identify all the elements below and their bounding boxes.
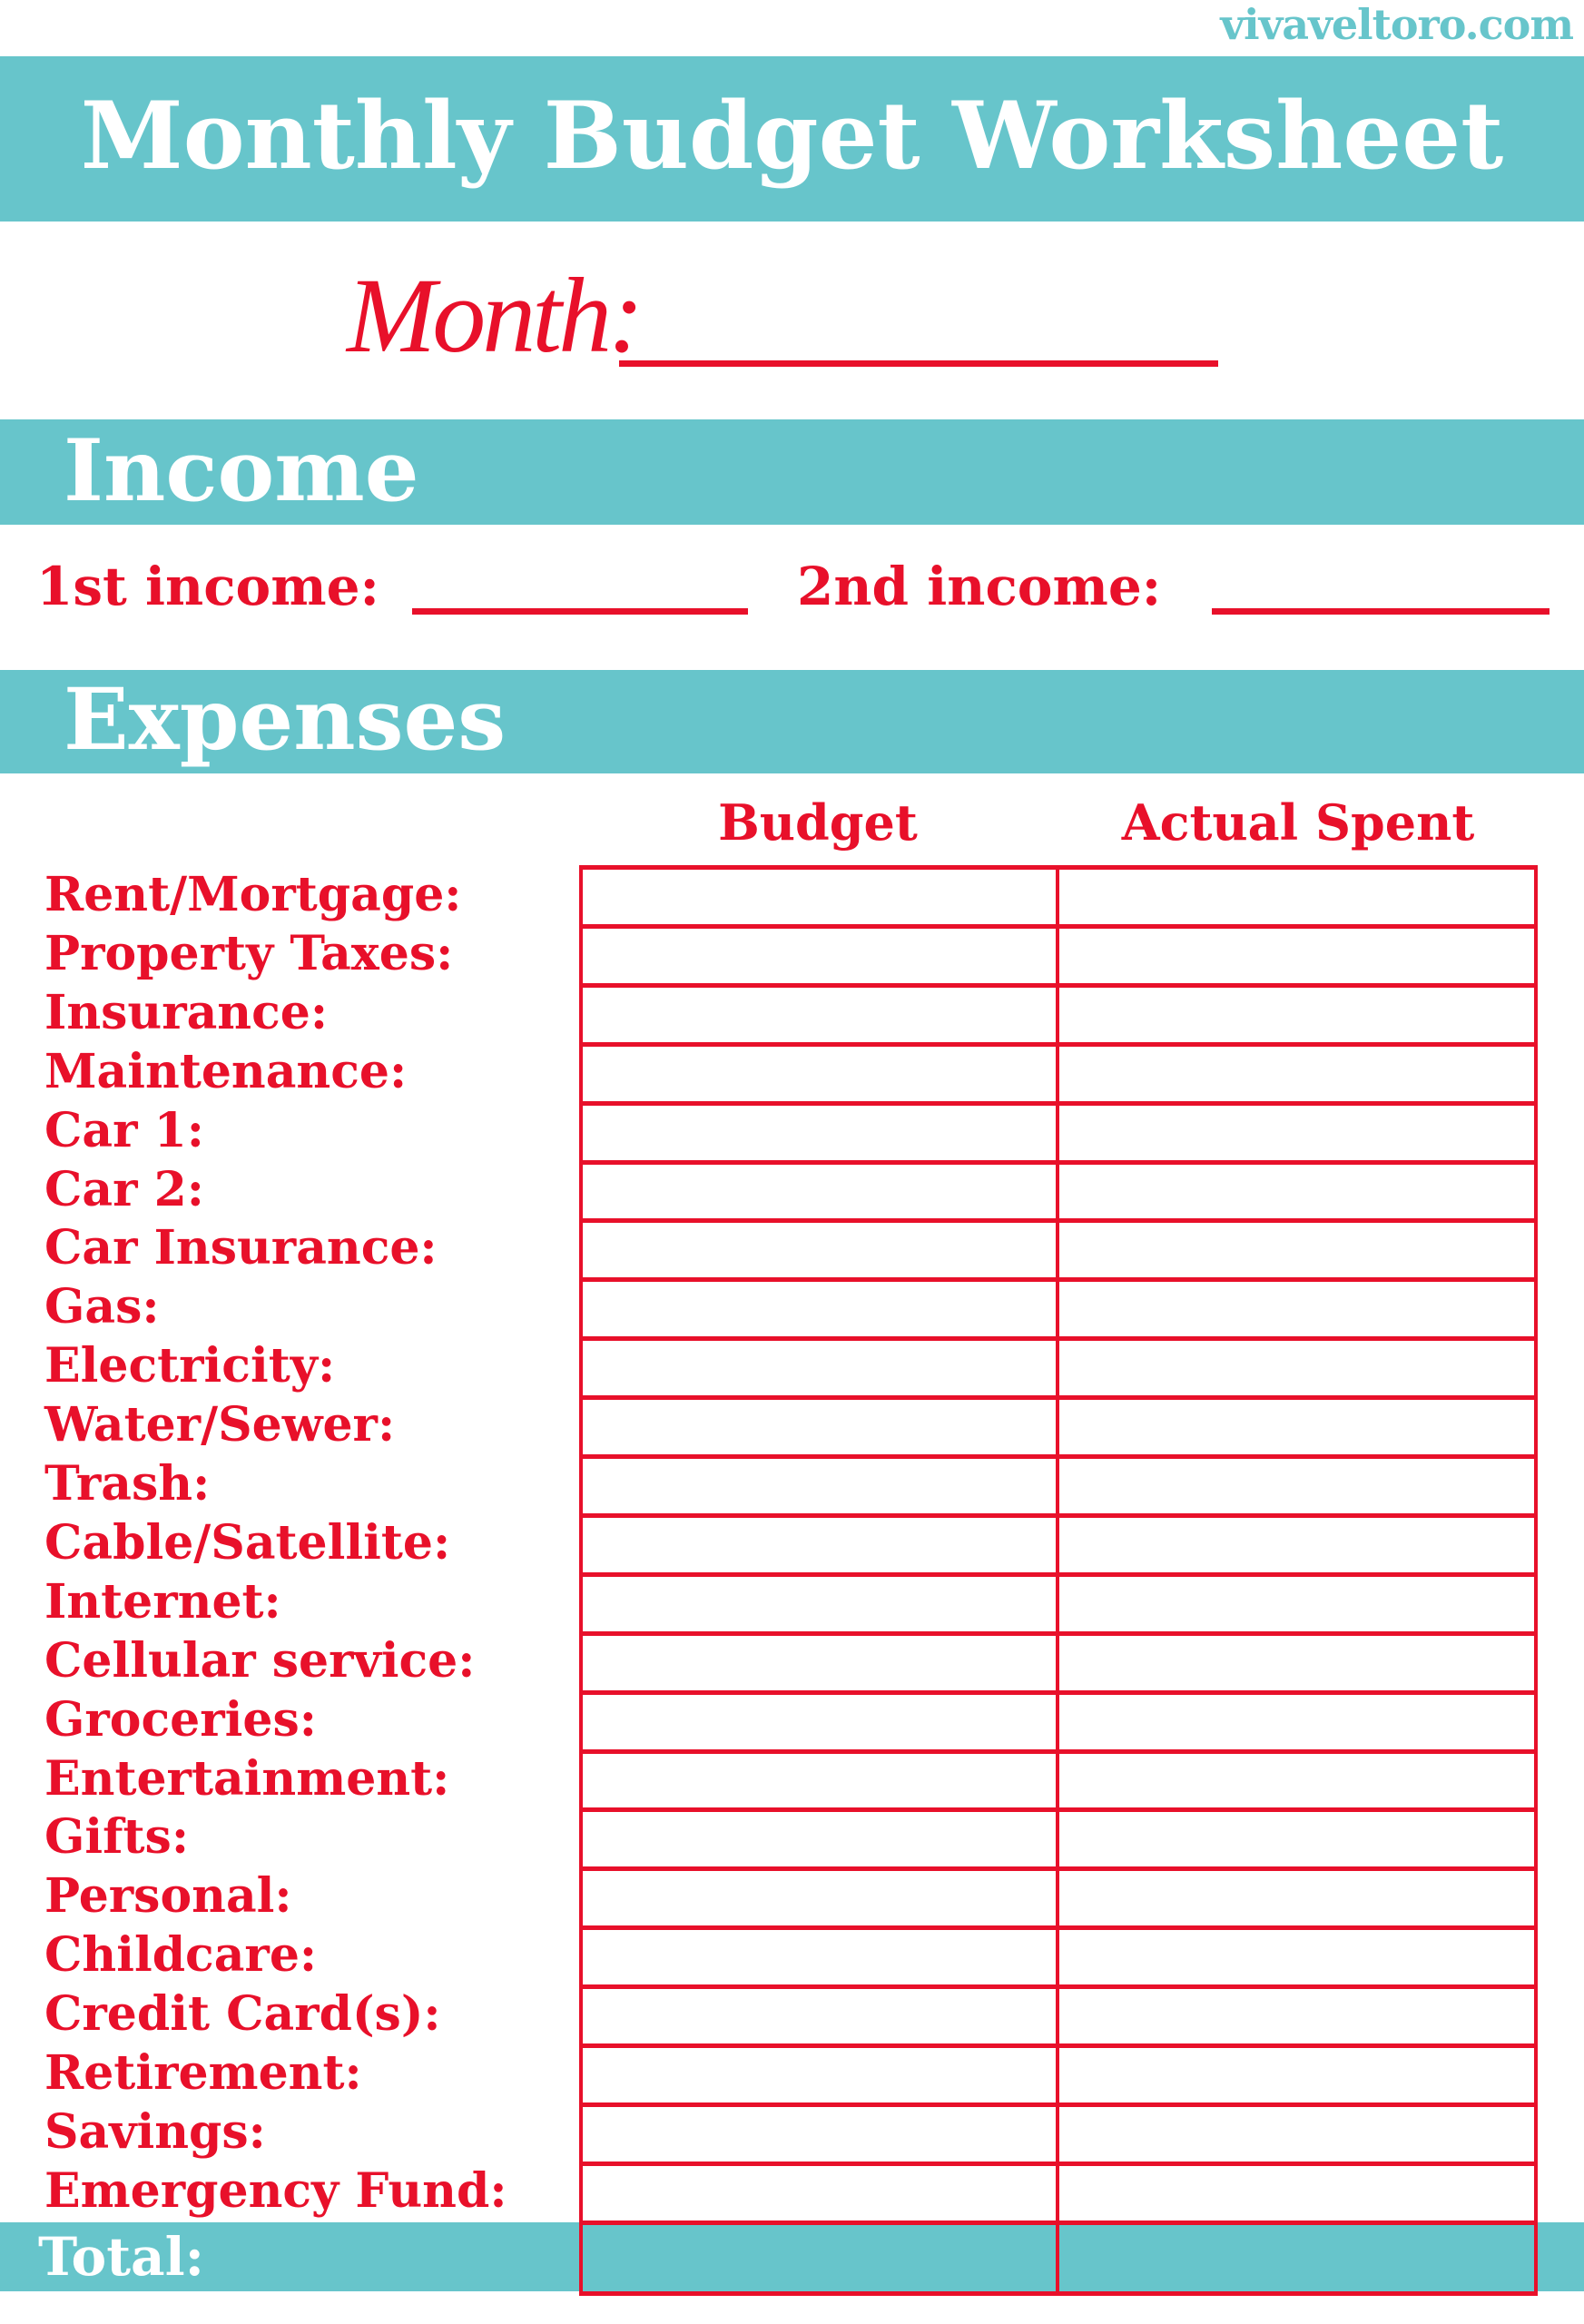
expense-budget-cell[interactable]	[583, 2048, 1058, 2103]
second-income-label: 2nd income:	[797, 556, 1162, 617]
income-heading: Income	[64, 421, 419, 521]
expenses-heading: Expenses	[64, 670, 507, 770]
actual-spent-column-header: Actual Spent	[1121, 793, 1475, 852]
expense-budget-cell[interactable]	[583, 1341, 1058, 1396]
expense-actual-cell[interactable]	[1059, 1812, 1535, 1867]
expense-actual-cell[interactable]	[1059, 1636, 1535, 1691]
expense-actual-cell[interactable]	[1059, 1165, 1535, 1220]
expense-actual-cell[interactable]	[1059, 1106, 1535, 1161]
page-title: Monthly Budget Worksheet	[80, 82, 1504, 191]
total-label: Total:	[38, 2226, 205, 2288]
expense-actual-cell[interactable]	[1059, 1930, 1535, 1985]
expense-budget-cell[interactable]	[583, 988, 1058, 1043]
table-column-divider	[1534, 865, 1538, 2295]
expense-actual-cell[interactable]	[1059, 2166, 1535, 2221]
site-watermark: vivaveltoro.com	[1220, 0, 1574, 49]
expense-actual-cell[interactable]	[1059, 2048, 1535, 2103]
expense-budget-cell[interactable]	[583, 1989, 1058, 2044]
expense-budget-cell[interactable]	[583, 1047, 1058, 1102]
expense-actual-cell[interactable]	[1059, 1695, 1535, 1750]
expense-label: Savings:	[44, 2103, 266, 2160]
income-banner: Income	[0, 419, 1584, 525]
expenses-banner: Expenses	[0, 670, 1584, 773]
expense-label: Internet:	[44, 1573, 281, 1630]
expense-budget-cell[interactable]	[583, 1636, 1058, 1691]
expense-label: Car 2:	[44, 1161, 204, 1217]
expense-label: Water/Sewer:	[44, 1397, 396, 1453]
expense-budget-cell[interactable]	[583, 2107, 1058, 2162]
expense-label: Maintenance:	[44, 1043, 408, 1099]
expense-budget-cell[interactable]	[583, 929, 1058, 984]
expense-label: Cellular service:	[44, 1632, 476, 1689]
expense-actual-cell[interactable]	[1059, 1577, 1535, 1632]
expense-label: Groceries:	[44, 1691, 317, 1748]
expense-actual-cell[interactable]	[1059, 1047, 1535, 1102]
expense-label: Credit Card(s):	[44, 1986, 441, 2043]
table-column-divider	[579, 865, 583, 2295]
expense-actual-cell[interactable]	[1059, 2107, 1535, 2162]
expense-label: Property Taxes:	[44, 925, 454, 981]
expense-actual-cell[interactable]	[1059, 870, 1535, 925]
expense-budget-cell[interactable]	[583, 1577, 1058, 1632]
expense-actual-cell[interactable]	[1059, 1223, 1535, 1278]
expense-actual-cell[interactable]	[1059, 1459, 1535, 1514]
expense-label: Gifts:	[44, 1809, 190, 1866]
expense-label: Electricity:	[44, 1338, 336, 1394]
expense-budget-cell[interactable]	[583, 1518, 1058, 1573]
expense-budget-cell[interactable]	[583, 1400, 1058, 1455]
expense-budget-cell[interactable]	[583, 1871, 1058, 1926]
expense-actual-cell[interactable]	[1059, 988, 1535, 1043]
total-actual-cell[interactable]	[1059, 2225, 1533, 2290]
title-banner: Monthly Budget Worksheet	[0, 56, 1584, 222]
expense-label: Car 1:	[44, 1102, 204, 1158]
first-income-label: 1st income:	[36, 556, 379, 617]
expense-budget-cell[interactable]	[583, 1695, 1058, 1750]
expense-budget-cell[interactable]	[583, 1812, 1058, 1867]
expense-actual-cell[interactable]	[1059, 1341, 1535, 1396]
expense-actual-cell[interactable]	[1059, 1754, 1535, 1809]
month-label: Month:	[347, 256, 644, 375]
expense-actual-cell[interactable]	[1059, 1282, 1535, 1337]
expense-budget-cell[interactable]	[583, 1754, 1058, 1809]
expense-label: Gas:	[44, 1279, 160, 1335]
expense-budget-cell[interactable]	[583, 1223, 1058, 1278]
expense-label: Rent/Mortgage:	[44, 867, 462, 922]
expense-budget-cell[interactable]	[583, 2166, 1058, 2221]
expense-actual-cell[interactable]	[1059, 1518, 1535, 1573]
expense-actual-cell[interactable]	[1059, 1989, 1535, 2044]
expense-label: Entertainment:	[44, 1750, 450, 1807]
expense-label: Retirement:	[44, 2045, 362, 2101]
second-income-field[interactable]	[1212, 608, 1550, 615]
expense-label: Cable/Satellite:	[44, 1514, 451, 1571]
total-banner	[0, 2222, 1584, 2291]
expense-budget-cell[interactable]	[583, 870, 1058, 925]
expense-actual-cell[interactable]	[1059, 1400, 1535, 1455]
expense-label: Car Insurance:	[44, 1220, 438, 1276]
expense-label: Emergency Fund:	[44, 2162, 507, 2219]
expense-actual-cell[interactable]	[1059, 1871, 1535, 1926]
first-income-field[interactable]	[412, 608, 748, 615]
expense-actual-cell[interactable]	[1059, 929, 1535, 984]
expense-label: Trash:	[44, 1456, 211, 1512]
expense-budget-cell[interactable]	[583, 1930, 1058, 1985]
expense-label: Insurance:	[44, 984, 329, 1040]
expense-label: Childcare:	[44, 1927, 318, 1984]
total-budget-cell[interactable]	[583, 2225, 1057, 2290]
expense-budget-cell[interactable]	[583, 1106, 1058, 1161]
month-field-line[interactable]	[619, 360, 1218, 367]
budget-column-header: Budget	[718, 793, 918, 852]
expense-budget-cell[interactable]	[583, 1165, 1058, 1220]
expense-budget-cell[interactable]	[583, 1282, 1058, 1337]
expense-label: Personal:	[44, 1868, 292, 1925]
expense-budget-cell[interactable]	[583, 1459, 1058, 1514]
table-column-divider	[1056, 865, 1059, 2295]
